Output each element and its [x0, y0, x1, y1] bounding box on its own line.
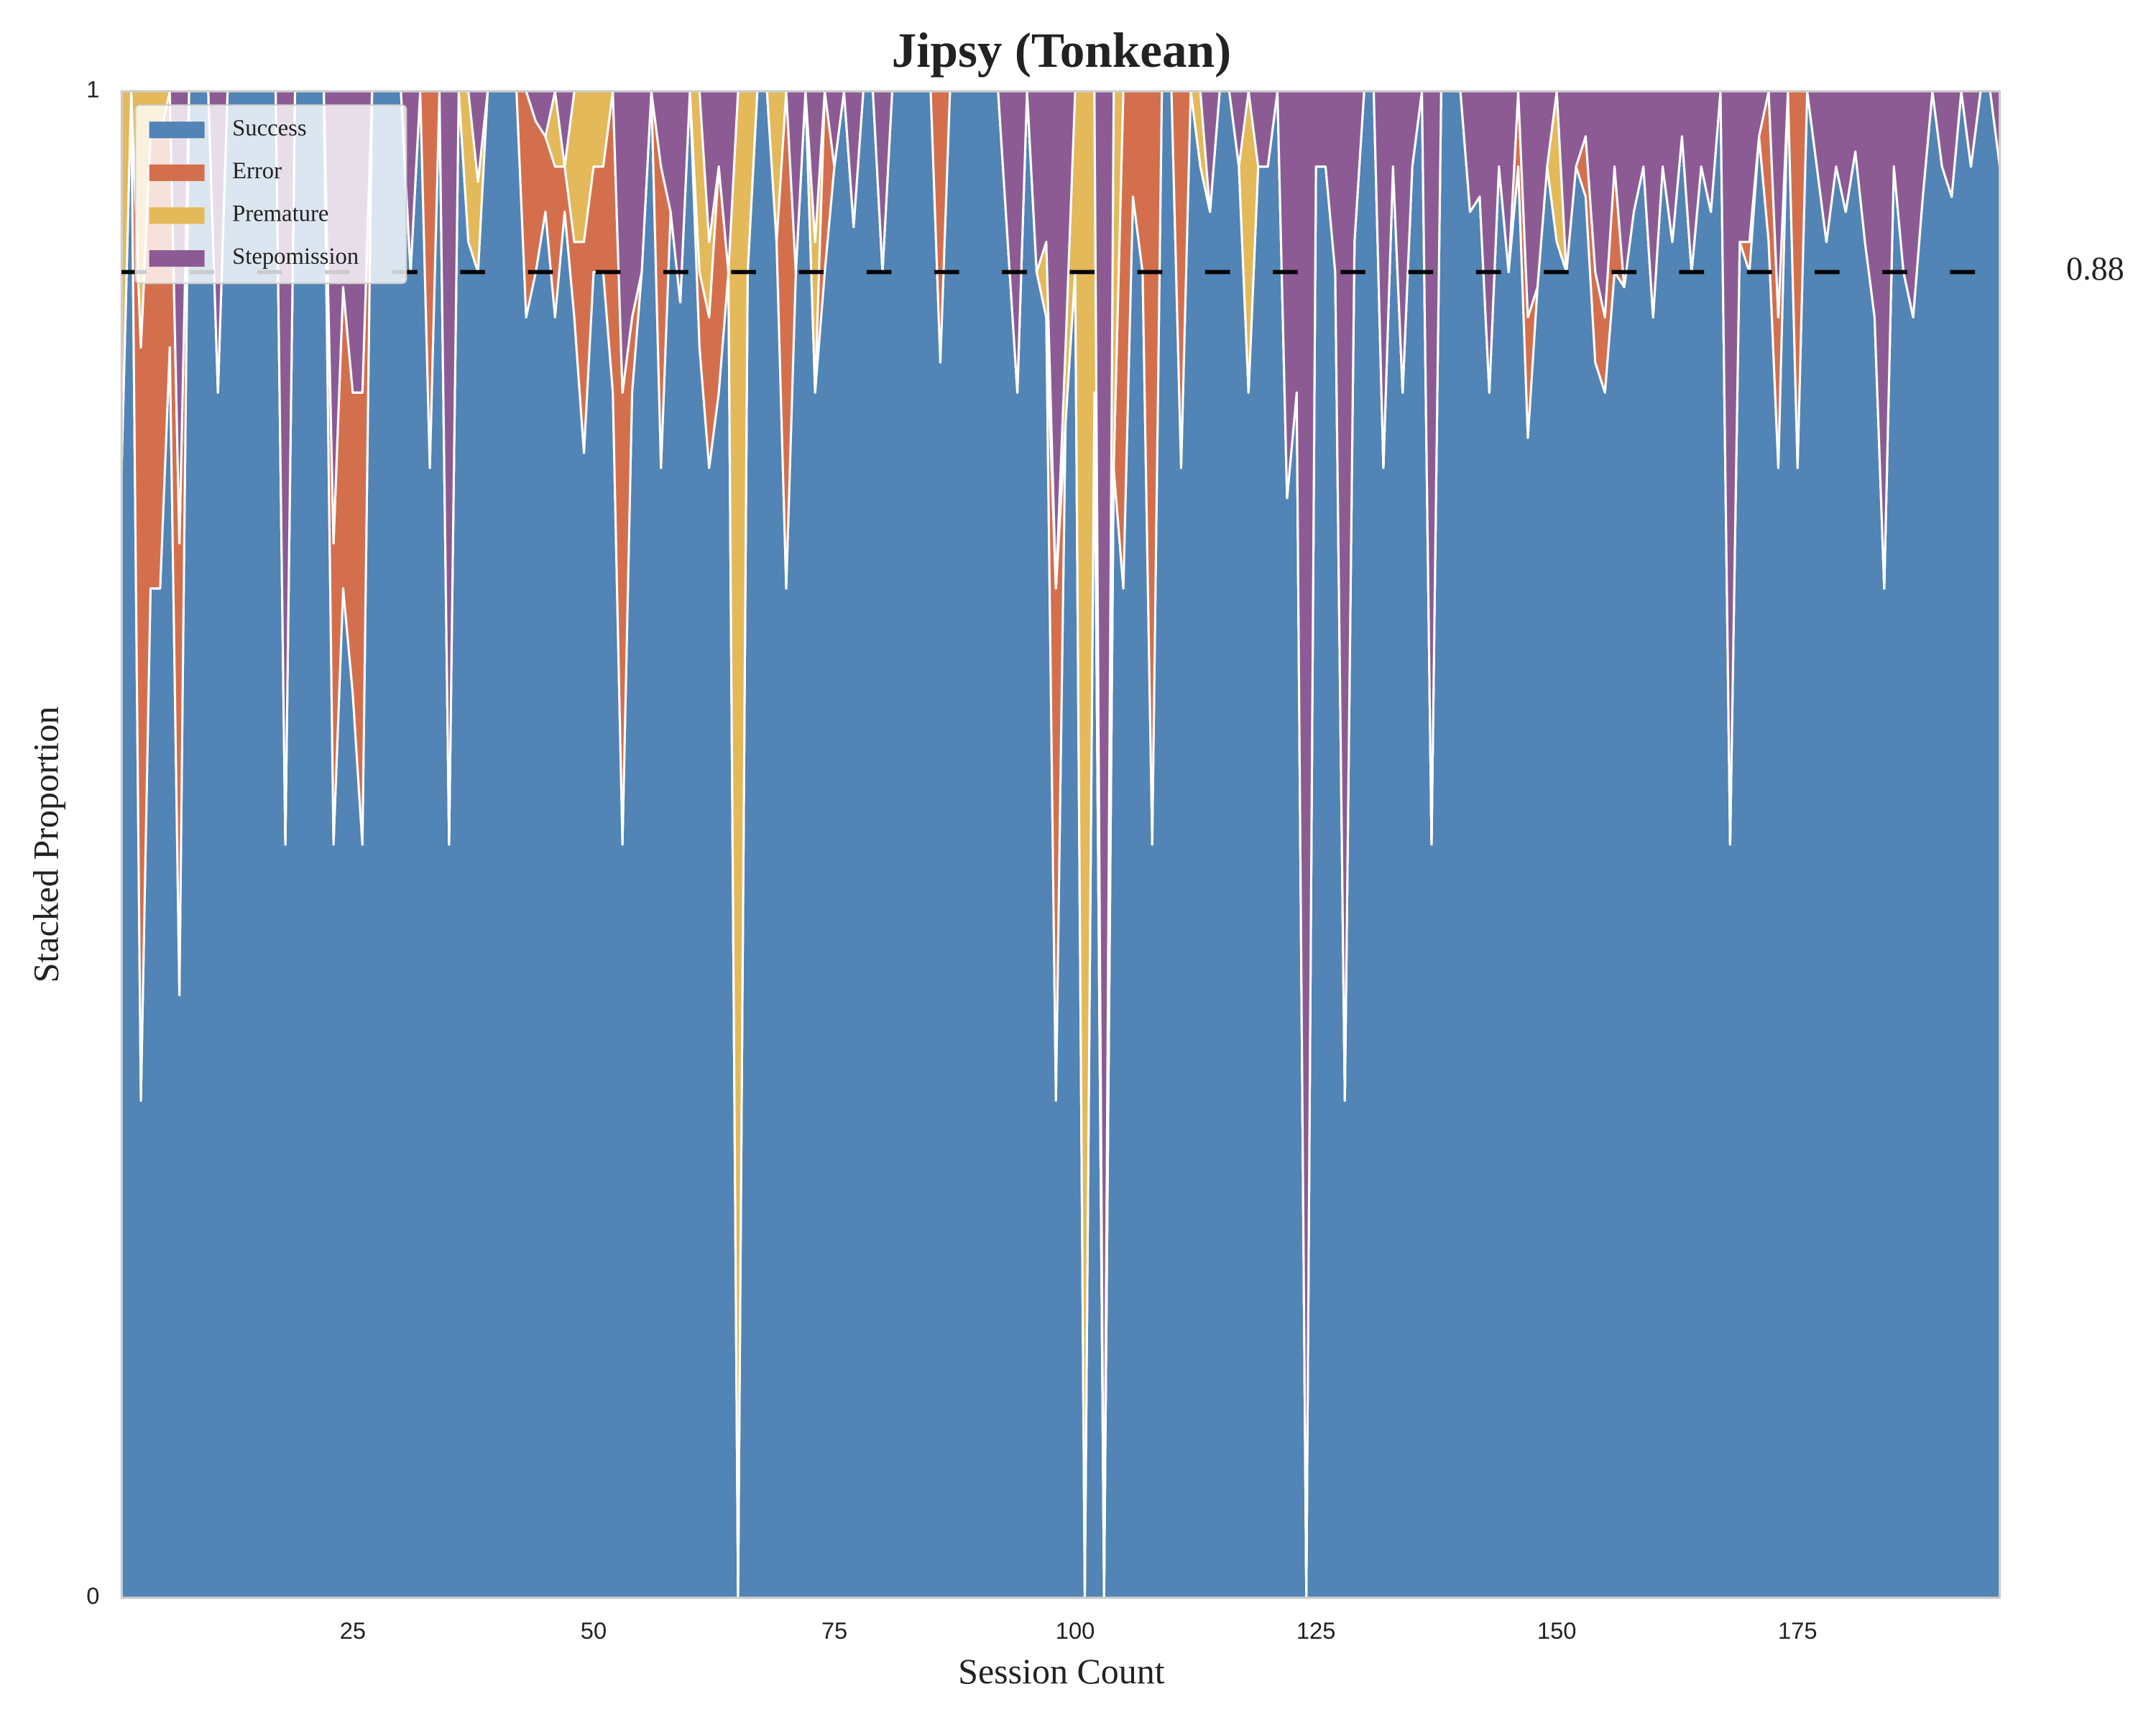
legend-label: Success [232, 115, 307, 141]
x-tick-label: 75 [821, 1617, 847, 1644]
x-tick-label: 175 [1778, 1617, 1818, 1644]
x-tick-label: 50 [581, 1617, 607, 1644]
y-tick-label: 1 [86, 76, 99, 103]
x-tick-label: 100 [1056, 1617, 1095, 1644]
legend-label: Stepomission [232, 244, 359, 270]
legend-swatch [149, 121, 205, 139]
x-axis-label: Session Count [958, 1651, 1165, 1691]
legend-box [134, 104, 407, 285]
legend-swatch [149, 164, 205, 181]
reference-label: 0.88 [2066, 250, 2124, 287]
x-tick-label: 150 [1537, 1617, 1577, 1644]
legend-label: Premature [232, 201, 328, 227]
x-tick-label: 125 [1296, 1617, 1336, 1644]
x-tick-label: 25 [340, 1617, 366, 1644]
legend-swatch [149, 207, 205, 224]
plot-frame [120, 90, 2001, 1599]
y-tick-label: 0 [86, 1583, 99, 1609]
legend-swatch [149, 250, 205, 267]
y-axis-label: Stacked Proportion [26, 707, 66, 983]
chart-title: Jipsy (Tonkean) [892, 22, 1232, 78]
legend-label: Error [232, 158, 282, 184]
